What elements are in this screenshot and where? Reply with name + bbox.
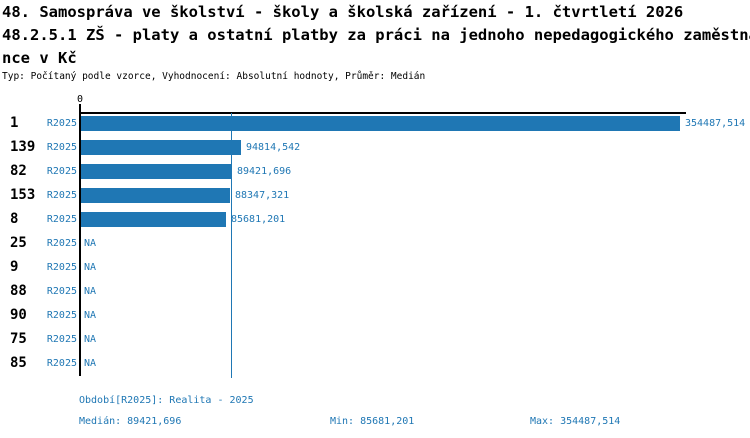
category-label: 153 (10, 187, 36, 203)
chart-row: 139 R2025 94814,542 (0, 140, 750, 155)
report-title-line2: 48.2.5.1 ZŠ - platy a ostatní platby za … (2, 26, 750, 44)
x-axis-line (79, 112, 686, 114)
period-label: Období[R2025]: Realita - 2025 (79, 395, 254, 406)
category-label: 8 (10, 211, 19, 227)
bar (81, 116, 680, 131)
series-label: R2025 (46, 166, 77, 177)
report-title-line1: 48. Samospráva ve školství - školy a ško… (2, 3, 684, 21)
bar (81, 212, 226, 227)
chart-row: 75 R2025 NA (0, 332, 750, 347)
chart-row: 90 R2025 NA (0, 308, 750, 323)
category-label: 90 (10, 307, 27, 323)
value-label: 89421,696 (237, 166, 292, 177)
bar (81, 140, 241, 155)
category-label: 25 (10, 235, 27, 251)
value-label: NA (84, 334, 97, 345)
value-label: NA (84, 262, 97, 273)
series-label: R2025 (46, 334, 77, 345)
max-stat: Max: 354487,514 (530, 416, 621, 427)
y-axis-line (79, 112, 81, 376)
bar (81, 164, 232, 179)
report-title-line3: nce v Kč (2, 49, 77, 67)
series-label: R2025 (46, 286, 77, 297)
value-label: 94814,542 (246, 142, 301, 153)
min-stat: Min: 85681,201 (330, 416, 415, 427)
median-stat: Medián: 89421,696 (79, 416, 182, 427)
category-label: 88 (10, 283, 27, 299)
median-line (231, 113, 232, 378)
bar (81, 188, 230, 203)
value-label: 88347,321 (235, 190, 290, 201)
category-label: 85 (10, 355, 27, 371)
category-label: 82 (10, 163, 27, 179)
chart-row: 82 R2025 89421,696 (0, 164, 750, 179)
value-label: NA (84, 358, 97, 369)
value-label: 85681,201 (231, 214, 286, 225)
series-label: R2025 (46, 238, 77, 249)
series-label: R2025 (46, 118, 77, 129)
category-label: 1 (10, 115, 19, 131)
series-label: R2025 (46, 262, 77, 273)
chart-row: 85 R2025 NA (0, 356, 750, 371)
category-label: 139 (10, 139, 36, 155)
series-label: R2025 (46, 190, 77, 201)
series-label: R2025 (46, 358, 77, 369)
series-label: R2025 (46, 214, 77, 225)
chart-row: 8 R2025 85681,201 (0, 212, 750, 227)
category-label: 9 (10, 259, 19, 275)
value-label: NA (84, 238, 97, 249)
x-axis-tick-mark (79, 104, 81, 113)
chart-row: 1 R2025 354487,514 (0, 116, 750, 131)
report-meta-line: Typ: Počítaný podle vzorce, Vyhodnocení:… (2, 71, 426, 82)
chart-row: 25 R2025 NA (0, 236, 750, 251)
chart-row: 88 R2025 NA (0, 284, 750, 299)
chart-row: 9 R2025 NA (0, 260, 750, 275)
x-axis-zero-tick-label: 0 (76, 94, 84, 105)
value-label: NA (84, 310, 97, 321)
chart-row: 153 R2025 88347,321 (0, 188, 750, 203)
category-label: 75 (10, 331, 27, 347)
value-label: NA (84, 286, 97, 297)
series-label: R2025 (46, 310, 77, 321)
value-label: 354487,514 (685, 118, 746, 129)
series-label: R2025 (46, 142, 77, 153)
